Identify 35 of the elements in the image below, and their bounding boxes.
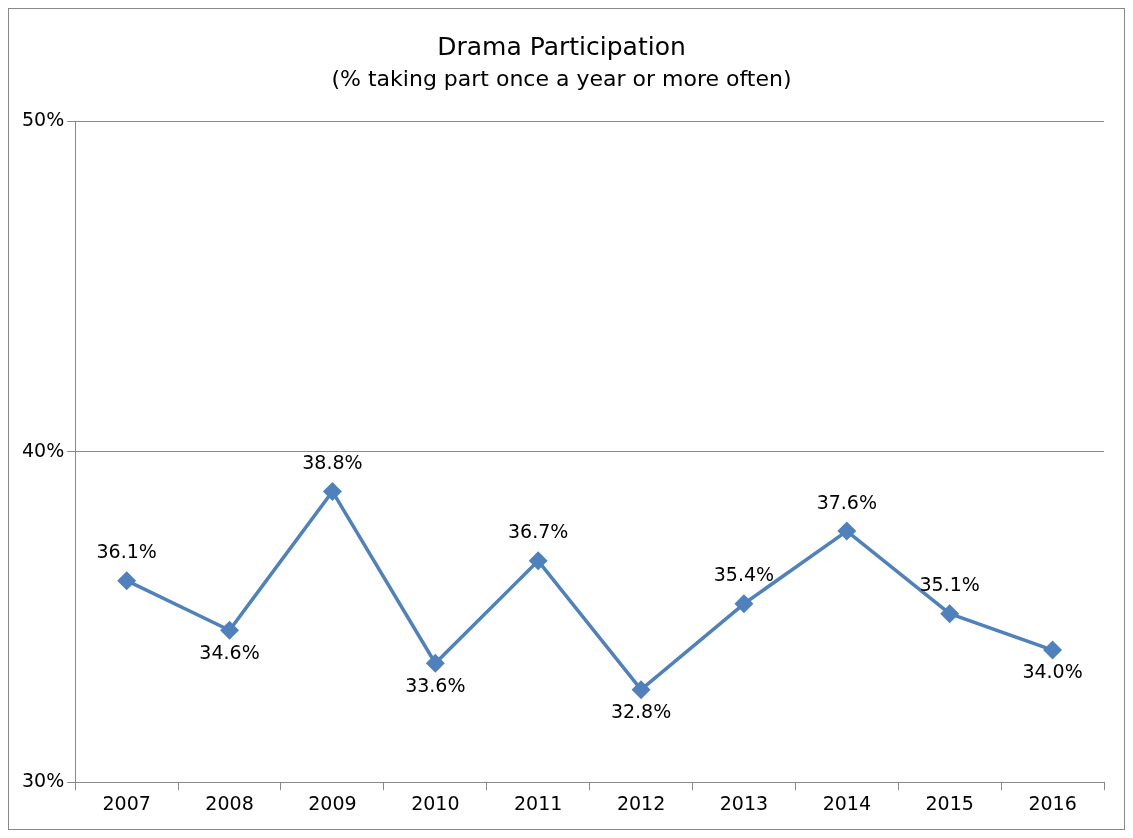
x-tick-label: 2008	[205, 791, 254, 814]
data-label: 33.6%	[405, 673, 466, 696]
data-label: 34.0%	[1022, 660, 1083, 683]
point	[426, 654, 445, 673]
point	[940, 604, 959, 623]
y-tick-label: 50%	[22, 108, 65, 131]
y-tick-label: 40%	[22, 438, 65, 461]
x-tick-label: 2014	[822, 791, 871, 814]
x-tick-label: 2011	[514, 791, 563, 814]
x-tick-label: 2010	[411, 791, 460, 814]
data-label: 36.7%	[508, 520, 569, 543]
y-tick-label: 30%	[22, 769, 65, 792]
point	[323, 482, 342, 501]
chart-title: Drama Participation	[437, 31, 686, 61]
data-label: 35.4%	[713, 563, 775, 586]
point	[735, 595, 753, 613]
point	[632, 680, 650, 699]
point	[838, 522, 856, 540]
data-label: 32.8%	[610, 700, 672, 723]
data-label: 34.6%	[199, 640, 260, 663]
data-label: 35.1%	[919, 573, 980, 596]
x-tick-label: 2012	[616, 791, 666, 814]
data-label: 36.1%	[96, 540, 157, 563]
x-tick-label: 2016	[1028, 791, 1077, 814]
data-label: 37.6%	[816, 490, 877, 513]
data-label: 38.8%	[302, 450, 363, 473]
x-tick-label: 2007	[102, 791, 151, 814]
x-tick-label: 2013	[719, 791, 769, 814]
x-tick-label: 2015	[925, 791, 974, 814]
point	[117, 571, 136, 590]
chart-subtitle: (% taking part once a year or more often)	[331, 65, 792, 91]
point	[220, 621, 239, 639]
point	[529, 552, 547, 570]
point	[1043, 641, 1062, 659]
x-tick-label: 2009	[308, 791, 357, 814]
